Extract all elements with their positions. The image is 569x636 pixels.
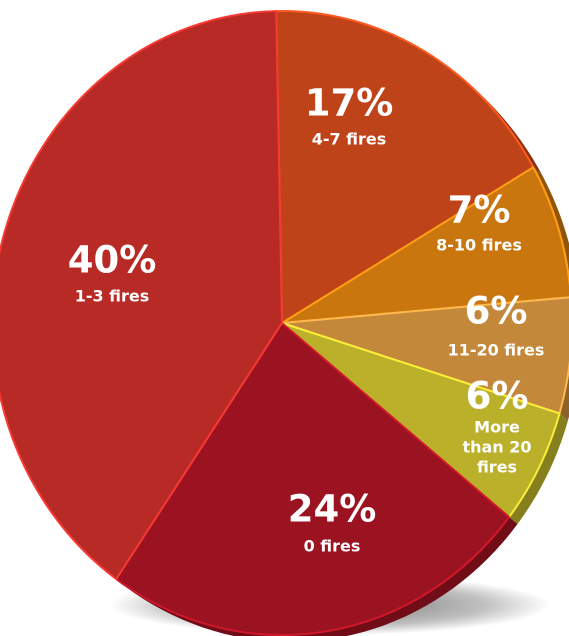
slice-category-more-than-20-fires-line-2: than 20 (462, 438, 531, 457)
slice-category-11-20-fires: 11-20 fires (448, 341, 545, 360)
pie-slice-8-10-fires (281, 166, 569, 324)
pie-slice-0-fires (115, 322, 511, 636)
pie-slice-1-3-fires (0, 10, 283, 581)
slice-category-1-3-fires: 1-3 fires (75, 287, 150, 306)
slice-label-1-3-fires: 40% 1-3 fires (68, 239, 157, 306)
slice-label-0-fires: 24% 0 fires (288, 488, 377, 556)
slice-label-11-20-fires: 6% 11-20 fires (448, 290, 545, 360)
slice-percent-11-20-fires: 6% (465, 290, 528, 333)
slice-percent-4-7-fires: 17% (305, 82, 394, 125)
slice-category-more-than-20-fires-line-1: More (474, 418, 520, 437)
pie-rim-8-10-fires (533, 167, 569, 279)
slice-label-4-7-fires: 17% 4-7 fires (305, 82, 394, 149)
slice-category-4-7-fires: 4-7 fires (312, 130, 387, 149)
slice-category-8-10-fires: 8-10 fires (436, 236, 522, 255)
pie-rim-0-fires (116, 517, 518, 636)
pie-slice-4-7-fires (275, 10, 535, 324)
slice-category-more-than-20-fires-line-3: fires (477, 458, 517, 477)
pie-slices (0, 10, 569, 636)
slice-category-0-fires: 0 fires (304, 537, 361, 556)
slice-percent-more-than-20-fires: 6% (466, 375, 529, 418)
slice-label-8-10-fires: 7% 8-10 fires (436, 189, 522, 255)
slice-percent-8-10-fires: 7% (448, 189, 511, 232)
slice-percent-1-3-fires: 40% (68, 239, 157, 282)
slice-percent-0-fires: 24% (288, 488, 377, 531)
